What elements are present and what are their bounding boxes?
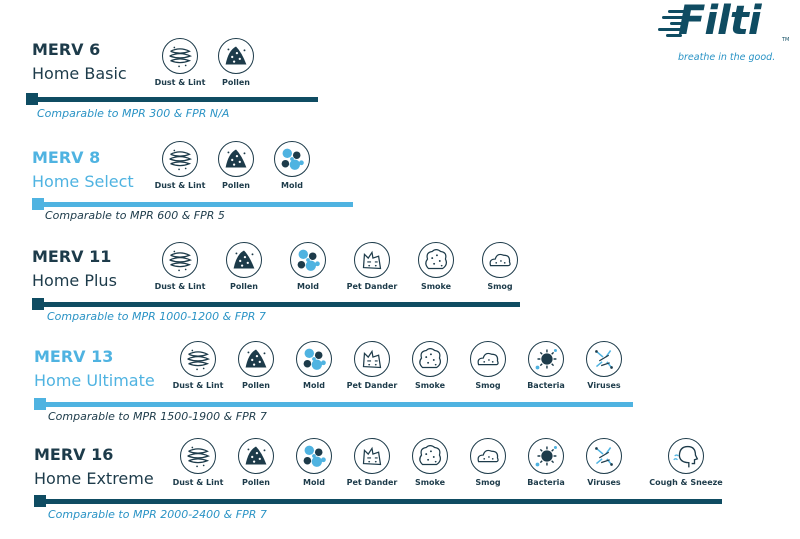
- dust-lint-icon: [162, 38, 198, 74]
- mold-icon: [296, 438, 332, 474]
- pollen-icon: [226, 242, 262, 278]
- filter-label: Pollen: [222, 78, 250, 87]
- pet-dander-icon: [354, 438, 390, 474]
- filter-label: Dust & Lint: [154, 78, 206, 87]
- merv-rating: MERV 6: [32, 40, 101, 59]
- comparison-text: Comparable to MPR 300 & FPR N/A: [37, 107, 230, 120]
- rating-bar: [32, 302, 520, 307]
- dust-lint-icon: [180, 438, 216, 474]
- brand-wordmark: Filti: [678, 0, 762, 44]
- rating-bar: [34, 402, 633, 407]
- filter-label: Mold: [303, 478, 325, 487]
- filter-label: Dust & Lint: [154, 282, 206, 291]
- filter-label: Dust & Lint: [154, 181, 206, 190]
- filter-label: Pet Dander: [346, 381, 398, 390]
- mold-icon: [290, 242, 326, 278]
- pollen-icon: [238, 438, 274, 474]
- comparison-text: Comparable to MPR 2000-2400 & FPR 7: [48, 508, 267, 521]
- filti-logo: Filti TM breathe in the good.: [658, 0, 792, 66]
- filter-label: Mold: [303, 381, 325, 390]
- tier-name: Home Ultimate: [34, 371, 155, 390]
- filter-label: Smoke: [414, 381, 446, 390]
- filter-label: Cough & Sneeze: [649, 478, 723, 487]
- dust-lint-icon: [180, 341, 216, 377]
- filter-label: Bacteria: [527, 478, 565, 487]
- cough-sneeze-icon: [668, 438, 704, 474]
- filter-label: Smog: [475, 478, 501, 487]
- filter-label: Pollen: [242, 478, 270, 487]
- comparison-text: Comparable to MPR 1500-1900 & FPR 7: [48, 410, 267, 423]
- smoke-icon: [418, 242, 454, 278]
- filter-label: Smog: [475, 381, 501, 390]
- merv-rating: MERV 11: [32, 247, 112, 266]
- bacteria-icon: [528, 438, 564, 474]
- filter-label: Dust & Lint: [172, 381, 224, 390]
- smog-icon: [470, 438, 506, 474]
- mold-icon: [296, 341, 332, 377]
- trademark-mark: TM: [782, 37, 790, 43]
- filter-label: Pollen: [242, 381, 270, 390]
- filter-label: Viruses: [587, 381, 621, 390]
- smog-icon: [482, 242, 518, 278]
- merv-rating: MERV 13: [34, 347, 114, 366]
- smoke-icon: [412, 438, 448, 474]
- filter-label: Dust & Lint: [172, 478, 224, 487]
- rating-bar: [26, 97, 318, 102]
- brand-tagline: breathe in the good.: [678, 52, 776, 63]
- pet-dander-icon: [354, 242, 390, 278]
- comparison-text: Comparable to MPR 600 & FPR 5: [45, 209, 225, 222]
- pet-dander-icon: [354, 341, 390, 377]
- rating-bar: [32, 202, 353, 207]
- filter-label: Pet Dander: [346, 478, 398, 487]
- pollen-icon: [238, 341, 274, 377]
- filter-label: Pollen: [230, 282, 258, 291]
- pollen-icon: [218, 38, 254, 74]
- merv-rating: MERV 8: [32, 148, 101, 167]
- tier-name: Home Select: [32, 172, 134, 191]
- tier-name: Home Plus: [32, 271, 117, 290]
- filter-label: Pollen: [222, 181, 250, 190]
- filter-label: Viruses: [587, 478, 621, 487]
- smog-icon: [470, 341, 506, 377]
- filter-label: Smog: [487, 282, 513, 291]
- tier-name: Home Extreme: [34, 469, 154, 488]
- rating-bar: [34, 499, 722, 504]
- filter-label: Bacteria: [527, 381, 565, 390]
- filter-label: Smoke: [414, 478, 446, 487]
- virus-icon: [586, 341, 622, 377]
- tier-name: Home Basic: [32, 64, 127, 83]
- virus-icon: [586, 438, 622, 474]
- filter-label: Mold: [281, 181, 303, 190]
- pollen-icon: [218, 141, 254, 177]
- dust-lint-icon: [162, 141, 198, 177]
- merv-rating: MERV 16: [34, 445, 114, 464]
- dust-lint-icon: [162, 242, 198, 278]
- bacteria-icon: [528, 341, 564, 377]
- filter-label: Smoke: [420, 282, 452, 291]
- mold-icon: [274, 141, 310, 177]
- comparison-text: Comparable to MPR 1000-1200 & FPR 7: [47, 310, 266, 323]
- filter-label: Mold: [297, 282, 319, 291]
- filter-label: Pet Dander: [346, 282, 398, 291]
- smoke-icon: [412, 341, 448, 377]
